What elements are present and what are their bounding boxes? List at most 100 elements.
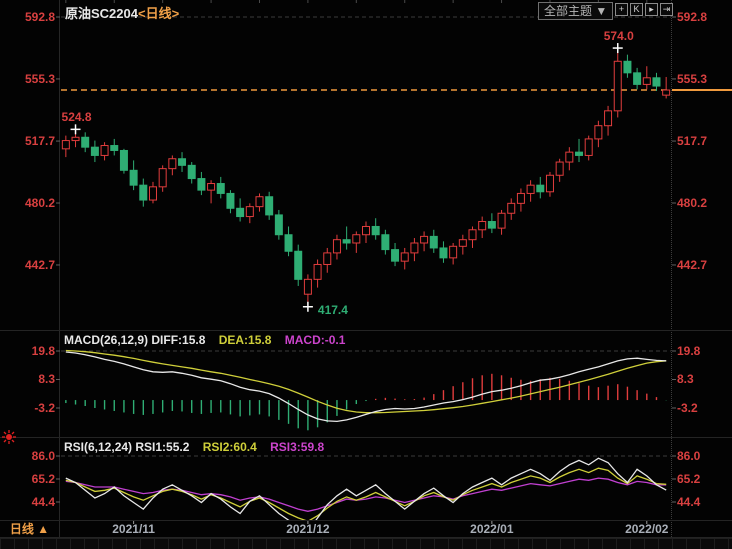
candle-body-up [61,140,70,150]
candle-body-down [129,169,138,186]
candle-body-up [420,235,429,244]
hot-marker-icon[interactable] [1,429,17,445]
axis-label: 86.0 [31,449,55,463]
candle-body-up [642,77,651,85]
axis-label: 517.7 [24,134,55,149]
axis-label: 44.4 [31,495,55,509]
candle-body-up [555,161,564,176]
axis-label: 44.4 [677,495,701,509]
triangle-up-icon: ▲ [37,522,50,536]
candle-body-up [71,136,80,142]
chart-title: 原油SC2204<日线> [65,3,179,22]
candle-body-up [313,263,322,280]
axis-label: 480.2 [24,196,55,210]
candle-body-up [478,221,487,231]
candle-body-up [507,202,516,214]
candle-body-up [332,239,341,254]
macd-dea-value: DEA:15.8 [218,333,272,347]
panel-divider [0,437,732,438]
price-annotation: 417.4 [317,302,348,317]
candle-body-down [487,221,496,229]
candle-body-up [245,206,254,218]
candle-body-down [274,214,283,236]
candle-body-down [90,146,99,156]
price-annotation: 574.0 [603,29,634,44]
axis-label: 555.3 [677,71,708,86]
dea-line [65,349,667,414]
axis-label: 86.0 [677,449,701,463]
kline-axis-icon[interactable]: K [630,3,643,16]
axis-label: 517.7 [677,134,708,149]
symbol-name: 原油SC2204 [65,6,138,21]
candle-body-down [536,184,545,193]
candle-body-down [381,234,390,251]
rsi2-line [65,467,667,520]
rsi1-value: RSI(6,12,24) RSI1:55.2 [64,440,190,454]
axis-label: 8.3 [38,372,55,387]
candle-body-up [545,174,554,193]
candle-body-down [110,145,119,151]
candle-body-up [410,242,419,254]
axis-label: 65.2 [677,472,701,486]
panel-divider [0,520,732,521]
candle-body-down [236,207,245,218]
macd-header: MACD(26,12,9) DIFF:15.8 DEA:15.8 MACD:-0… [64,333,345,347]
rsi2-value: RSI2:60.4 [202,440,257,454]
candle-body-up [497,212,506,229]
candle-body-down [342,239,351,244]
playback-axis-icon[interactable]: ▸ [645,3,658,16]
panel-divider [0,330,732,331]
axis-label: -3.2 [677,400,698,415]
diff-line [65,351,667,423]
candle-body-up [400,252,409,262]
macd-macd-value: MACD:-0.1 [284,333,346,347]
candle-body-up [516,192,525,204]
axis-label: -3.2 [34,400,55,415]
candle-body-down [391,249,400,262]
chevron-down-icon: ▼ [595,4,608,18]
macd-diff-value: MACD(26,12,9) DIFF:15.8 [64,333,206,347]
right-price-axis [671,0,732,537]
chart-toolbar: + K ▸ ⇥ [615,3,673,16]
axis-label: 480.2 [677,196,708,210]
candle-body-down [294,250,303,280]
axis-label: 592.8 [24,10,55,24]
candle-body-down [652,77,661,87]
axis-label: 555.3 [24,71,55,86]
candle-body-down [575,151,584,156]
candle-body-up [613,60,622,112]
candle-body-up [100,145,109,156]
candle-body-down [439,247,448,259]
exit-chart-icon[interactable]: ⇥ [660,3,673,16]
candle-body-up [323,252,332,265]
candle-body-down [81,136,90,148]
rsi1-line [65,457,667,520]
period-tab-label: 日线 [9,522,34,536]
candle-body-up [662,89,671,96]
move-crosshair-icon[interactable]: + [615,3,628,16]
period-tab-daily[interactable]: 日线 ▲ [0,521,60,537]
candle-body-down [265,196,274,216]
axis-label: 19.8 [31,344,55,358]
candle-body-up [526,184,535,194]
candle-body-up [468,229,477,241]
left-price-axis [0,0,60,537]
period-tag: <日线> [137,6,180,21]
candle-body-up [594,125,603,140]
price-annotation: 524.8 [61,110,92,125]
x-axis-month-label: 2021/12 [286,522,330,536]
candle-body-down [139,184,148,201]
theme-dropdown-button[interactable]: 全部主题 ▼ [538,2,614,20]
candle-body-down [371,225,380,236]
candle-body-up [148,186,157,201]
candle-body-up [303,278,312,295]
candle-body-down [284,234,293,252]
scrollbar-track[interactable] [0,538,732,549]
panel-divider [0,537,732,538]
rsi3-value: RSI3:59.8 [270,440,325,454]
x-axis-month-label: 2022/02 [625,522,669,536]
rsi3-line [65,477,667,512]
x-axis-month-label: 2022/01 [470,522,514,536]
